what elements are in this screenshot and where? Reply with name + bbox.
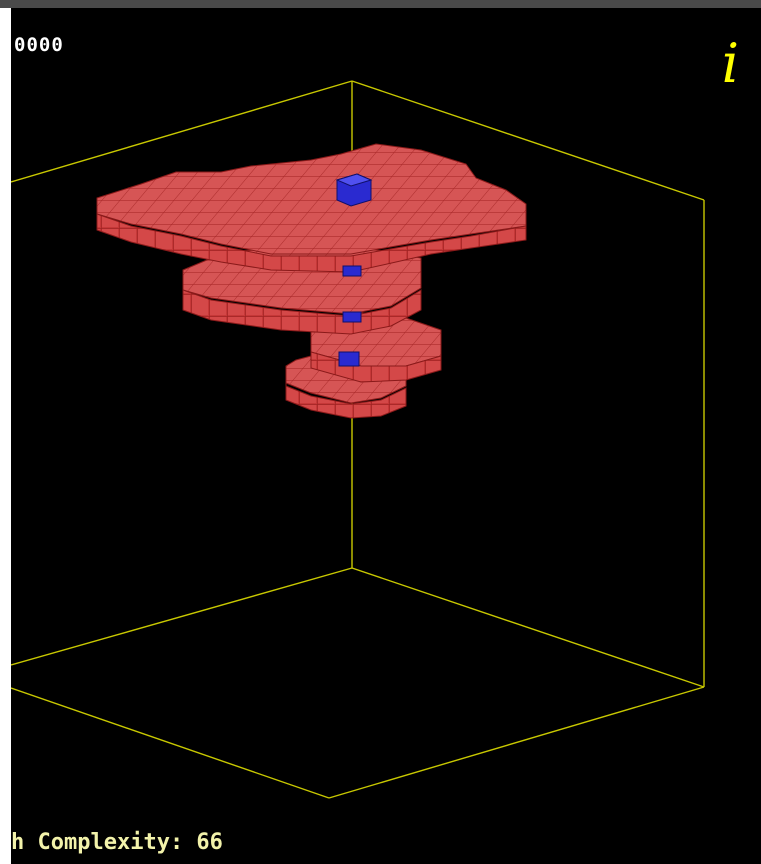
window-left-strip	[0, 8, 11, 864]
info-icon[interactable]: i	[721, 32, 739, 95]
game-viewport[interactable]: 0000 i h Complexity: 66	[11, 8, 761, 864]
score-counter: 0000	[14, 34, 64, 56]
complexity-label: h Complexity: 66	[11, 830, 223, 855]
pit-front-edges	[11, 200, 705, 799]
scene-3d[interactable]	[11, 8, 761, 864]
blue-cubes	[335, 173, 373, 367]
window-top-border	[0, 0, 761, 8]
layer-1	[96, 143, 527, 273]
piece-stack	[96, 143, 527, 419]
